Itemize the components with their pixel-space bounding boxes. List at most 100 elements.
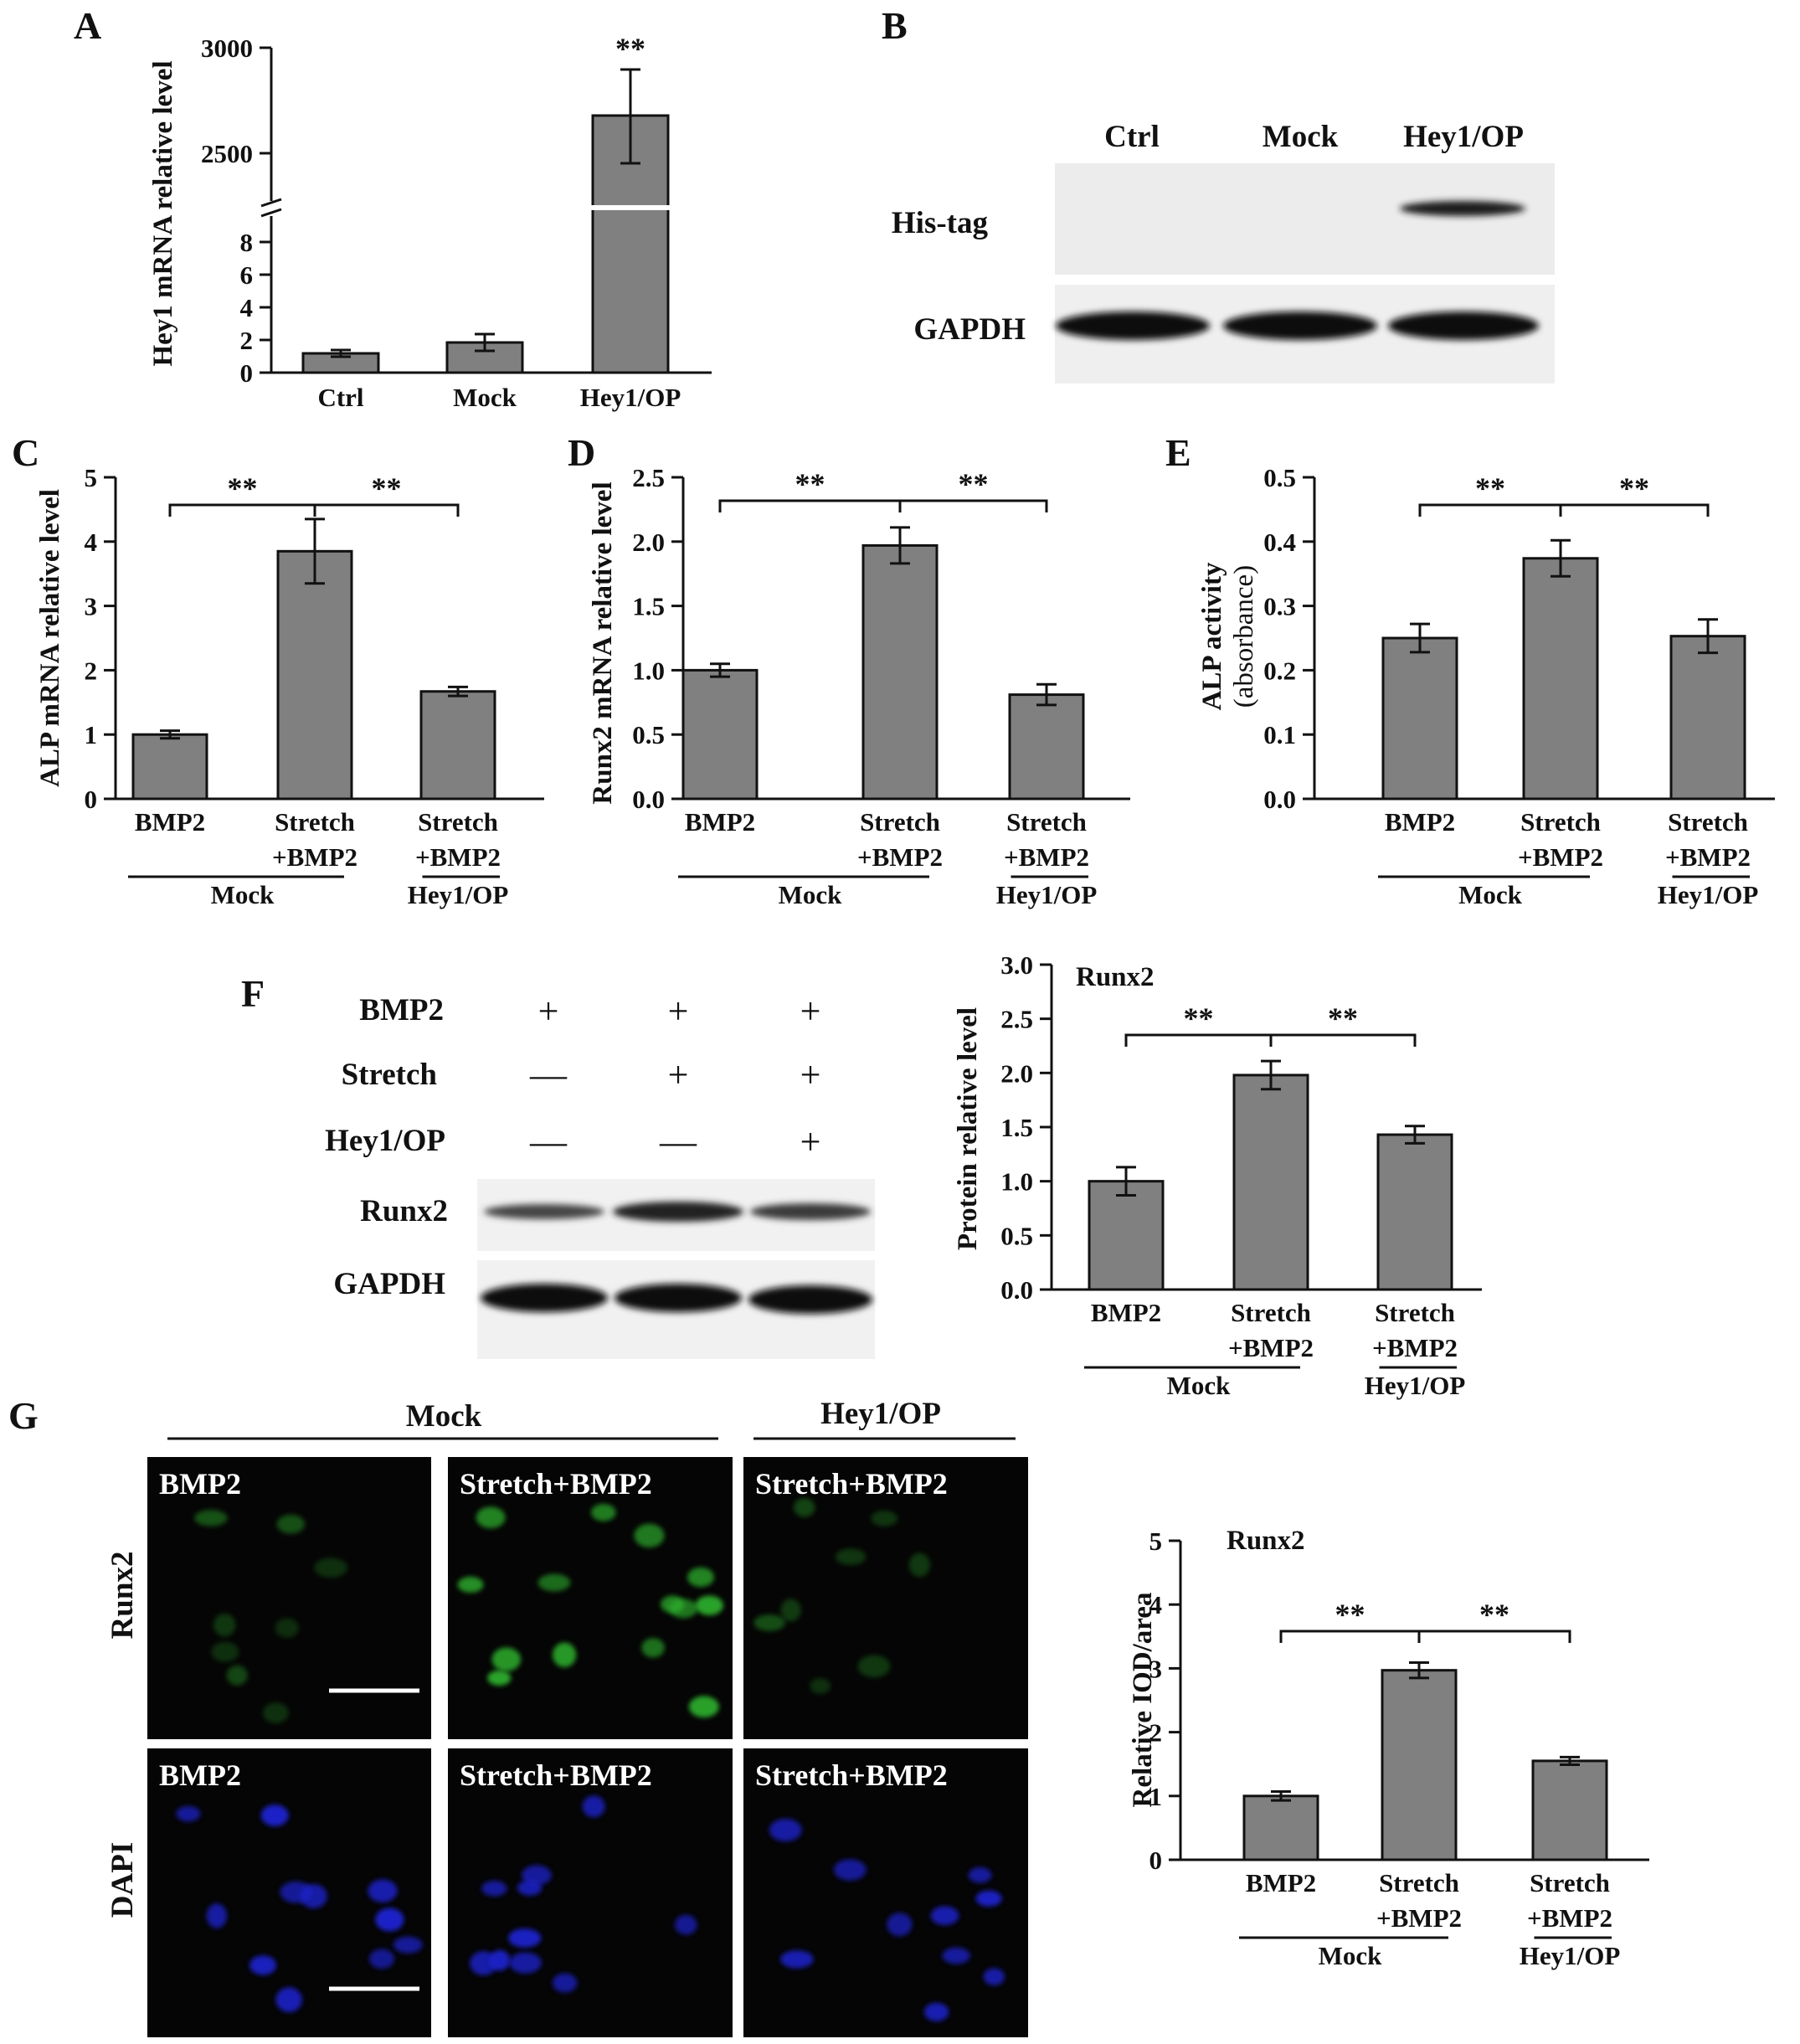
runx2-nucleus bbox=[263, 1702, 289, 1723]
runx2-nucleus bbox=[457, 1576, 484, 1593]
runx2-nucleus bbox=[835, 1548, 867, 1566]
panel-c-group-hey1op: Hey1/OP bbox=[408, 880, 509, 909]
runx2-nucleus bbox=[634, 1523, 665, 1548]
panel-d-tick-label: 2.5 bbox=[632, 463, 665, 492]
panel-c-cat-stretch: Stretch bbox=[275, 807, 355, 837]
panel-f-sig-label: ** bbox=[1184, 1001, 1214, 1035]
panel-c-ylabel: ALP mRNA relative level bbox=[35, 489, 65, 787]
panel-f-band-runx2-1 bbox=[484, 1204, 604, 1219]
panel-f-tick-label: 1.0 bbox=[1000, 1167, 1033, 1197]
runx2-nucleus bbox=[687, 1567, 714, 1588]
panel-c-sig-label: ** bbox=[372, 471, 402, 505]
panel-c-cat-stretch: Stretch bbox=[418, 807, 498, 837]
panel-b-lane-ctrl: Ctrl bbox=[1104, 120, 1160, 154]
panel-e-chart: 0.0 0.1 0.2 0.3 0.4 0.5 ALP activity (absorbanc… bbox=[1197, 463, 1775, 909]
panel-a-ticklabel-2500: 2500 bbox=[201, 139, 253, 168]
panel-f-band-gapdh-2 bbox=[615, 1284, 742, 1312]
runx2-nucleus bbox=[661, 1595, 685, 1614]
panel-c-tick-label: 5 bbox=[85, 463, 98, 492]
panel-c-cat-bmp2: BMP2 bbox=[135, 807, 205, 837]
dapi-nucleus bbox=[522, 1865, 552, 1886]
dapi-nucleus bbox=[249, 1955, 277, 1975]
dapi-nucleus bbox=[206, 1903, 228, 1928]
panel-f-sig-label: ** bbox=[1328, 1001, 1358, 1035]
panel-d-sig-label: ** bbox=[795, 467, 825, 501]
panel-c-cat-bmp2-combo: +BMP2 bbox=[272, 842, 357, 872]
dapi-nucleus bbox=[552, 1973, 578, 1993]
micrograph-label: Stretch+BMP2 bbox=[460, 1758, 652, 1792]
runx2-nucleus bbox=[753, 1614, 785, 1631]
panel-d-sig-label: ** bbox=[959, 467, 989, 501]
panel-f-stretch-lane3: + bbox=[800, 1054, 821, 1095]
panel-g-sig-label: ** bbox=[1479, 1598, 1509, 1631]
runx2-nucleus bbox=[641, 1638, 665, 1658]
panel-f-group-hey1op: Hey1/OP bbox=[1365, 1371, 1466, 1400]
panel-f-hey1op-lane2: — bbox=[659, 1121, 697, 1162]
panel-g-sig-bracket bbox=[1279, 1630, 1421, 1643]
panel-f-tick-label: 3.0 bbox=[1000, 950, 1033, 980]
panel-c-tick-label: 1 bbox=[85, 720, 98, 749]
panel-f-group-mock: Mock bbox=[1167, 1371, 1232, 1400]
panel-letter-g: G bbox=[8, 1394, 39, 1437]
panel-f-hey1op-lane1: — bbox=[529, 1121, 568, 1162]
panel-a-ticklabel-0: 0 bbox=[240, 358, 254, 388]
panel-g-group-mock: Mock bbox=[406, 1399, 482, 1434]
panel-e-sig-label: ** bbox=[1475, 471, 1505, 505]
panel-g-bar bbox=[1381, 1669, 1458, 1861]
panel-c-tick-label: 4 bbox=[85, 528, 98, 557]
dapi-nucleus bbox=[375, 1908, 404, 1932]
panel-e-sig-bracket bbox=[1559, 503, 1710, 517]
panel-g-row-label-dapi: DAPI bbox=[105, 1842, 140, 1918]
panel-g-tick-label: 1 bbox=[1149, 1782, 1163, 1811]
dapi-nucleus bbox=[930, 1906, 959, 1926]
panel-g-row-label-runx2: Runx2 bbox=[105, 1552, 140, 1640]
panel-e-group-mock: Mock bbox=[1458, 880, 1523, 909]
panel-a-ticklabel-2: 2 bbox=[240, 326, 254, 355]
panel-g-tick-label: 4 bbox=[1149, 1590, 1163, 1619]
panel-g-group-hey1op: Hey1/OP bbox=[1520, 1941, 1621, 1970]
panel-g-bar bbox=[1531, 1759, 1608, 1861]
panel-e-bar bbox=[1381, 636, 1458, 801]
panel-c-bar bbox=[276, 549, 353, 801]
panel-letter-f: F bbox=[241, 972, 265, 1015]
dapi-nucleus bbox=[975, 1890, 1002, 1907]
panel-c-bar bbox=[419, 690, 496, 801]
panel-d-group-hey1op: Hey1/OP bbox=[996, 880, 1098, 909]
panel-d-cat-stretch: Stretch bbox=[860, 807, 940, 837]
micrograph-label: Stretch+BMP2 bbox=[755, 1758, 948, 1792]
micrograph-label: BMP2 bbox=[159, 1758, 241, 1792]
panel-letter-a: A bbox=[74, 4, 101, 47]
panel-f-cat-bmp2-combo: +BMP2 bbox=[1228, 1333, 1314, 1362]
dapi-nucleus bbox=[780, 1950, 814, 1969]
dapi-nucleus bbox=[968, 1866, 992, 1883]
panel-d-group-mock: Mock bbox=[779, 880, 843, 909]
panel-letter-e: E bbox=[1165, 431, 1191, 474]
panel-a-cat-hey1op: Hey1/OP bbox=[580, 383, 681, 412]
panel-b-blot: Ctrl Mock Hey1/OP His-tag GAPDH bbox=[892, 120, 1555, 384]
panel-f-cat-bmp2: BMP2 bbox=[1091, 1298, 1161, 1327]
panel-g-cat-stretch: Stretch bbox=[1530, 1868, 1610, 1897]
panel-b-row-gapdh: GAPDH bbox=[913, 312, 1026, 347]
panel-f-tick-label: 2.0 bbox=[1000, 1058, 1033, 1088]
dapi-nucleus bbox=[923, 2002, 949, 2021]
dapi-nucleus bbox=[260, 1805, 289, 1826]
panel-d-tick-label: 1.5 bbox=[632, 592, 665, 621]
runx2-nucleus bbox=[871, 1510, 898, 1527]
panel-d-ylabel: Runx2 mRNA relative level bbox=[588, 481, 618, 804]
panel-e-group-hey1op: Hey1/OP bbox=[1658, 880, 1759, 909]
panel-f-tick-label: 0.0 bbox=[1000, 1275, 1033, 1305]
panel-e-bar bbox=[1522, 557, 1599, 801]
panel-f-blot: BMP2 Stretch Hey1/OP + + + — + + — — + R… bbox=[325, 991, 875, 1359]
panel-e-tick-label: 0.4 bbox=[1263, 528, 1296, 557]
panel-c-tick-label: 2 bbox=[85, 656, 98, 685]
runx2-nucleus bbox=[908, 1552, 930, 1578]
panel-f-tick-label: 0.5 bbox=[1000, 1221, 1033, 1250]
panel-a-ticklabel-4: 4 bbox=[240, 293, 254, 322]
panel-f-band-label-gapdh: GAPDH bbox=[333, 1267, 445, 1301]
dapi-nucleus bbox=[275, 1987, 302, 2012]
panel-g-cat-stretch: Stretch bbox=[1379, 1868, 1459, 1897]
panel-d-bar bbox=[1008, 693, 1085, 801]
panel-g-cat-bmp2: BMP2 bbox=[1246, 1868, 1316, 1897]
panel-f-hey1op-lane3: + bbox=[800, 1121, 821, 1162]
panel-e-bar bbox=[1669, 635, 1746, 801]
